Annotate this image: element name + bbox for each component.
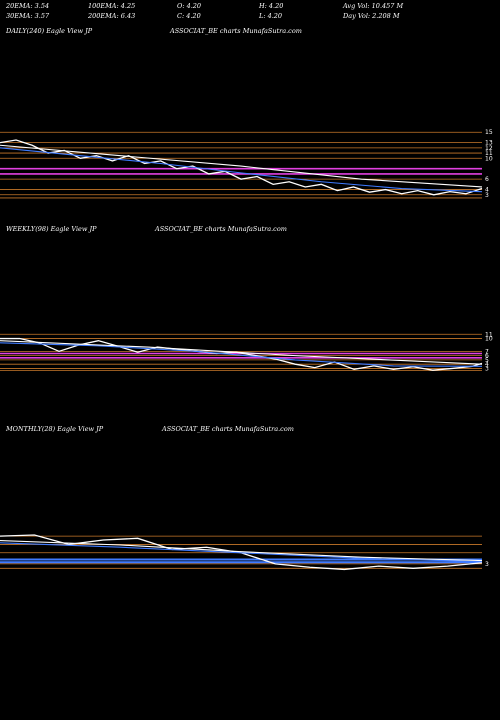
stat-30ema: 30EMA: 3.57 — [6, 12, 50, 20]
stat-close: C: 4.20 — [177, 12, 201, 20]
stat-100ema: 100EMA: 4.25 — [88, 2, 136, 10]
ema_short-line — [0, 147, 483, 193]
monthly-brand: ASSOCIAT_BE charts MunafaSutra.com — [162, 425, 294, 433]
monthly-title: MONTHLY(28) Eagle View JP — [6, 425, 104, 433]
ema_long-line — [0, 340, 483, 365]
y-tick-label: 6 — [485, 353, 489, 360]
daily-title: DAILY(240) Eagle View JP — [6, 27, 93, 35]
y-tick-label: 15 — [485, 129, 493, 136]
y-tick-label: 3 — [485, 365, 489, 372]
y-tick-label: 13 — [485, 140, 493, 147]
stat-low: L: 4.20 — [259, 12, 283, 20]
ema_short-line — [0, 542, 483, 563]
stat-high: H: 4.20 — [259, 2, 284, 10]
monthly-panel: MONTHLY(28) Eagle View JP ASSOCIAT_BE ch… — [0, 425, 500, 625]
y-tick-label: 3 — [485, 192, 489, 199]
y-tick-label: 10 — [485, 336, 493, 343]
y-tick-label: 7 — [485, 348, 489, 355]
stat-avg-vol: Avg Vol: 10.457 M — [343, 2, 404, 10]
daily-brand: ASSOCIAT_BE charts MunafaSutra.com — [170, 27, 302, 35]
monthly-chart: 3 — [0, 534, 489, 571]
weekly-brand: ASSOCIAT_BE charts MunafaSutra.com — [155, 225, 287, 233]
ema_short-line — [0, 342, 483, 367]
y-tick-label: 6 — [485, 176, 489, 183]
weekly-panel: WEEKLY(98) Eagle View JP ASSOCIAT_BE cha… — [0, 225, 500, 425]
y-tick-label: 11 — [485, 331, 493, 338]
weekly-title: WEEKLY(98) Eagle View JP — [6, 225, 97, 233]
y-tick-label: 5 — [485, 357, 489, 364]
stat-day-vol: Day Vol: 2.208 M — [343, 12, 400, 20]
y-tick-label: 12 — [485, 145, 493, 152]
y-tick-label: 3 — [485, 561, 489, 568]
ema_long-line — [0, 540, 483, 562]
y-tick-label: 11 — [485, 150, 493, 157]
y-tick-label: 10 — [485, 155, 493, 162]
stat-open: O: 4.20 — [177, 2, 202, 10]
price-line — [0, 139, 483, 196]
y-tick-label: 4 — [485, 187, 489, 194]
stat-20ema: 20EMA: 3.54 — [6, 2, 50, 10]
y-tick-label: 4 — [485, 361, 489, 368]
daily-panel: DAILY(240) Eagle View JP ASSOCIAT_BE cha… — [0, 27, 500, 227]
indicator-stats: 20EMA: 3.54 100EMA: 4.25 O: 4.20 H: 4.20… — [0, 0, 500, 24]
ema_long-line — [0, 144, 483, 188]
stat-200ema: 200EMA: 6.43 — [88, 12, 136, 20]
